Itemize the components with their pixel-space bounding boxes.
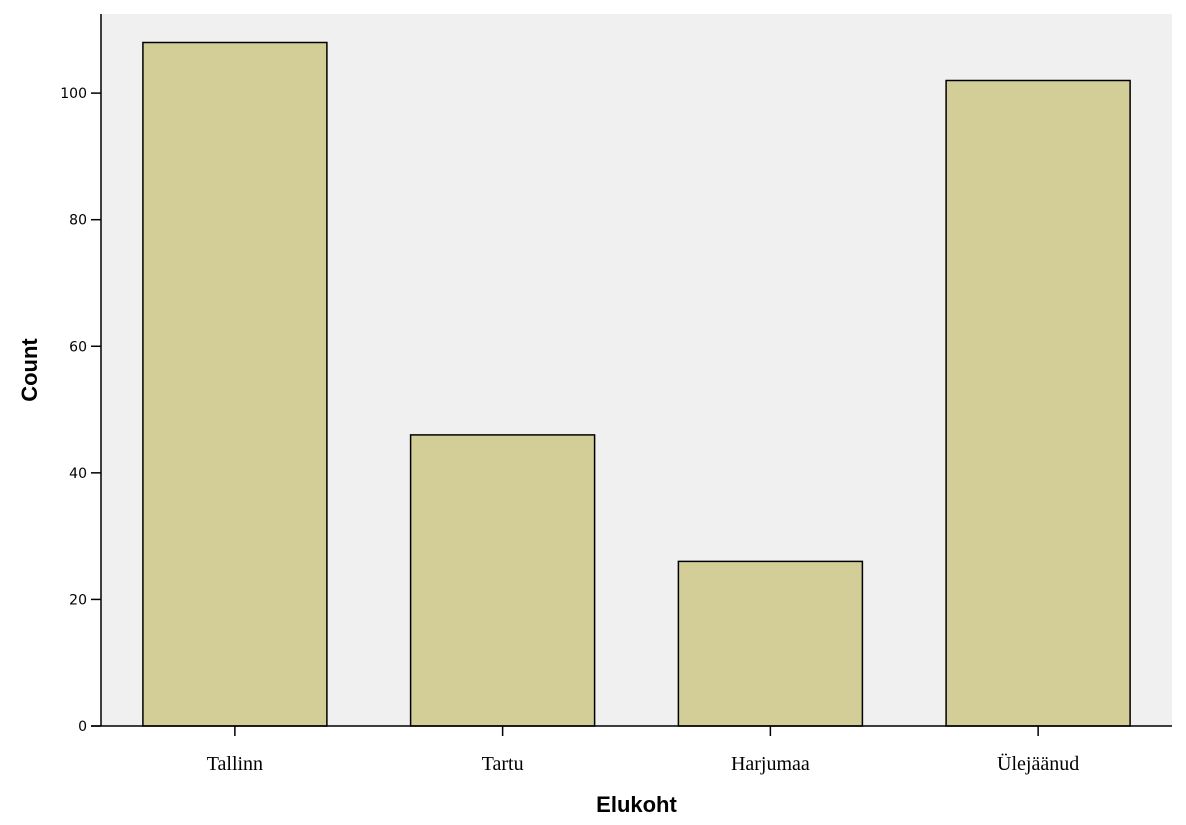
y-axis: 0 20 40 60 80 100 <box>60 14 102 735</box>
bar-tallinn <box>142 41 328 727</box>
bar-tartu <box>409 434 596 727</box>
y-tick-label: 20 <box>69 592 87 608</box>
x-axis: Tallinn Tartu Harjumaa Ülejäänud <box>91 725 1172 775</box>
bar-ülejäänud <box>945 79 1131 727</box>
bar-harjumaa <box>677 560 864 727</box>
x-axis-title: Elukoht <box>596 792 677 817</box>
x-tick-label: Harjumaa <box>731 753 810 775</box>
x-tick-label: Tallinn <box>207 753 263 775</box>
y-tick-label: 0 <box>78 719 87 735</box>
x-tick-label: Ülejäänud <box>997 752 1079 775</box>
y-tick-label: 60 <box>69 339 87 355</box>
bar-group <box>142 41 1131 727</box>
y-tick-label: 40 <box>69 466 87 482</box>
x-tick-label: Tartu <box>482 753 524 775</box>
y-tick-label: 80 <box>69 213 87 229</box>
y-axis-title: Count <box>17 338 42 402</box>
y-tick-label: 100 <box>60 86 87 102</box>
